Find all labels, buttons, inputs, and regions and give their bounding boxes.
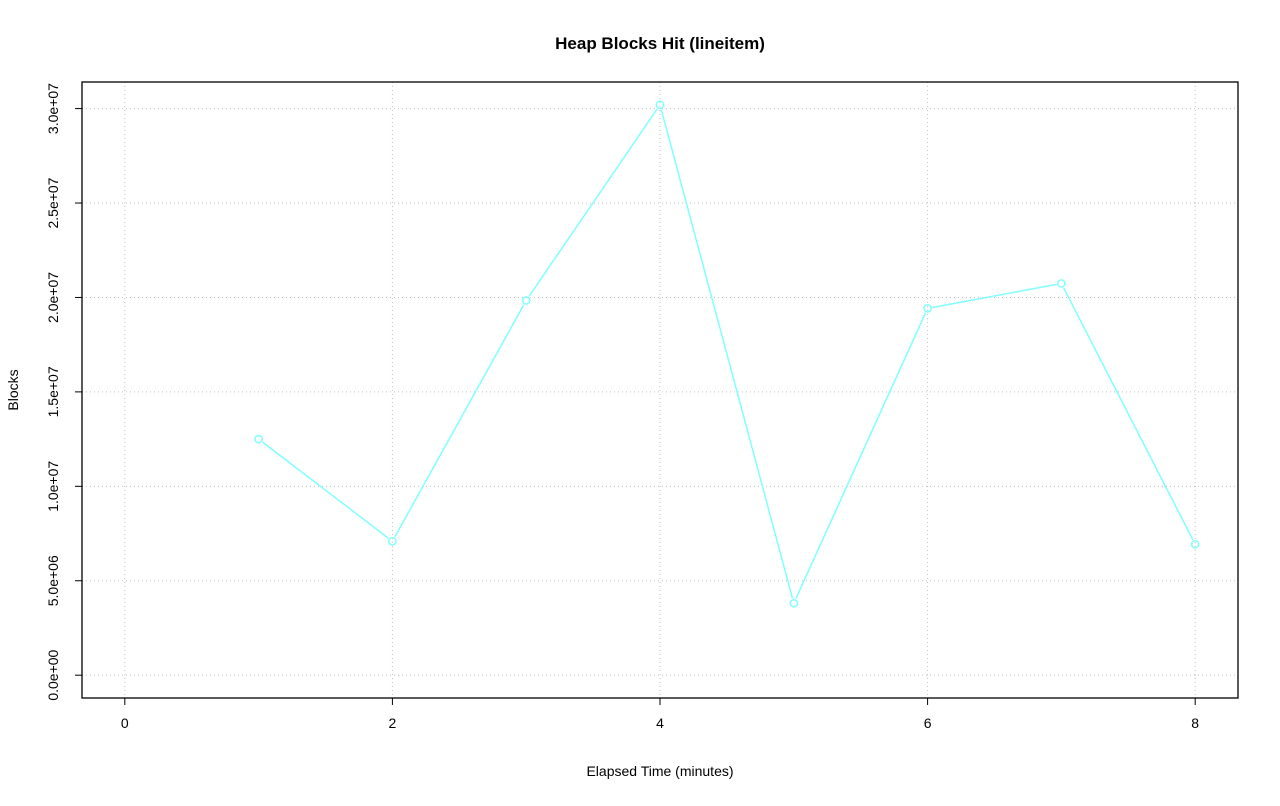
series-line-segment bbox=[660, 109, 794, 599]
x-tick-label: 4 bbox=[656, 715, 664, 731]
x-tick-label: 8 bbox=[1191, 715, 1199, 731]
series-line-segment bbox=[932, 283, 1057, 309]
data-point bbox=[923, 304, 932, 313]
series-line-segment bbox=[1063, 287, 1194, 541]
x-axis-label: Elapsed Time (minutes) bbox=[586, 763, 733, 779]
y-tick-label: 2.5e+07 bbox=[45, 177, 61, 228]
x-tick-label: 6 bbox=[924, 715, 932, 731]
series-group bbox=[254, 100, 1200, 608]
data-point bbox=[789, 598, 799, 608]
data-point bbox=[1057, 279, 1066, 288]
series-line-segment bbox=[795, 312, 927, 599]
series-line-segment bbox=[262, 441, 389, 539]
chart-title: Heap Blocks Hit (lineitem) bbox=[555, 34, 765, 53]
y-tick-label: 1.0e+07 bbox=[45, 461, 61, 512]
series-line-segment bbox=[528, 108, 658, 297]
y-tick-label: 2.0e+07 bbox=[45, 272, 61, 323]
y-tick-label: 3.0e+07 bbox=[45, 83, 61, 134]
x-axis: 0 2 4 6 8 bbox=[121, 698, 1199, 731]
data-point bbox=[388, 536, 397, 546]
series-line-segment bbox=[394, 304, 525, 538]
y-tick-label: 0.0e+00 bbox=[45, 649, 61, 700]
y-axis: 0.0e+00 5.0e+06 1.0e+07 1.5e+07 2.0e+07 2.5e+… bbox=[45, 83, 82, 701]
y-axis-label: Blocks bbox=[5, 369, 21, 410]
data-point bbox=[1190, 539, 1200, 549]
y-tick-label: 5.0e+06 bbox=[45, 555, 61, 606]
x-tick-label: 2 bbox=[389, 715, 397, 731]
y-tick-label: 1.5e+07 bbox=[45, 366, 61, 417]
grid bbox=[82, 82, 1238, 698]
data-point bbox=[521, 296, 531, 305]
data-point bbox=[254, 434, 263, 444]
x-tick-label: 0 bbox=[121, 715, 129, 731]
data-point bbox=[655, 100, 665, 110]
